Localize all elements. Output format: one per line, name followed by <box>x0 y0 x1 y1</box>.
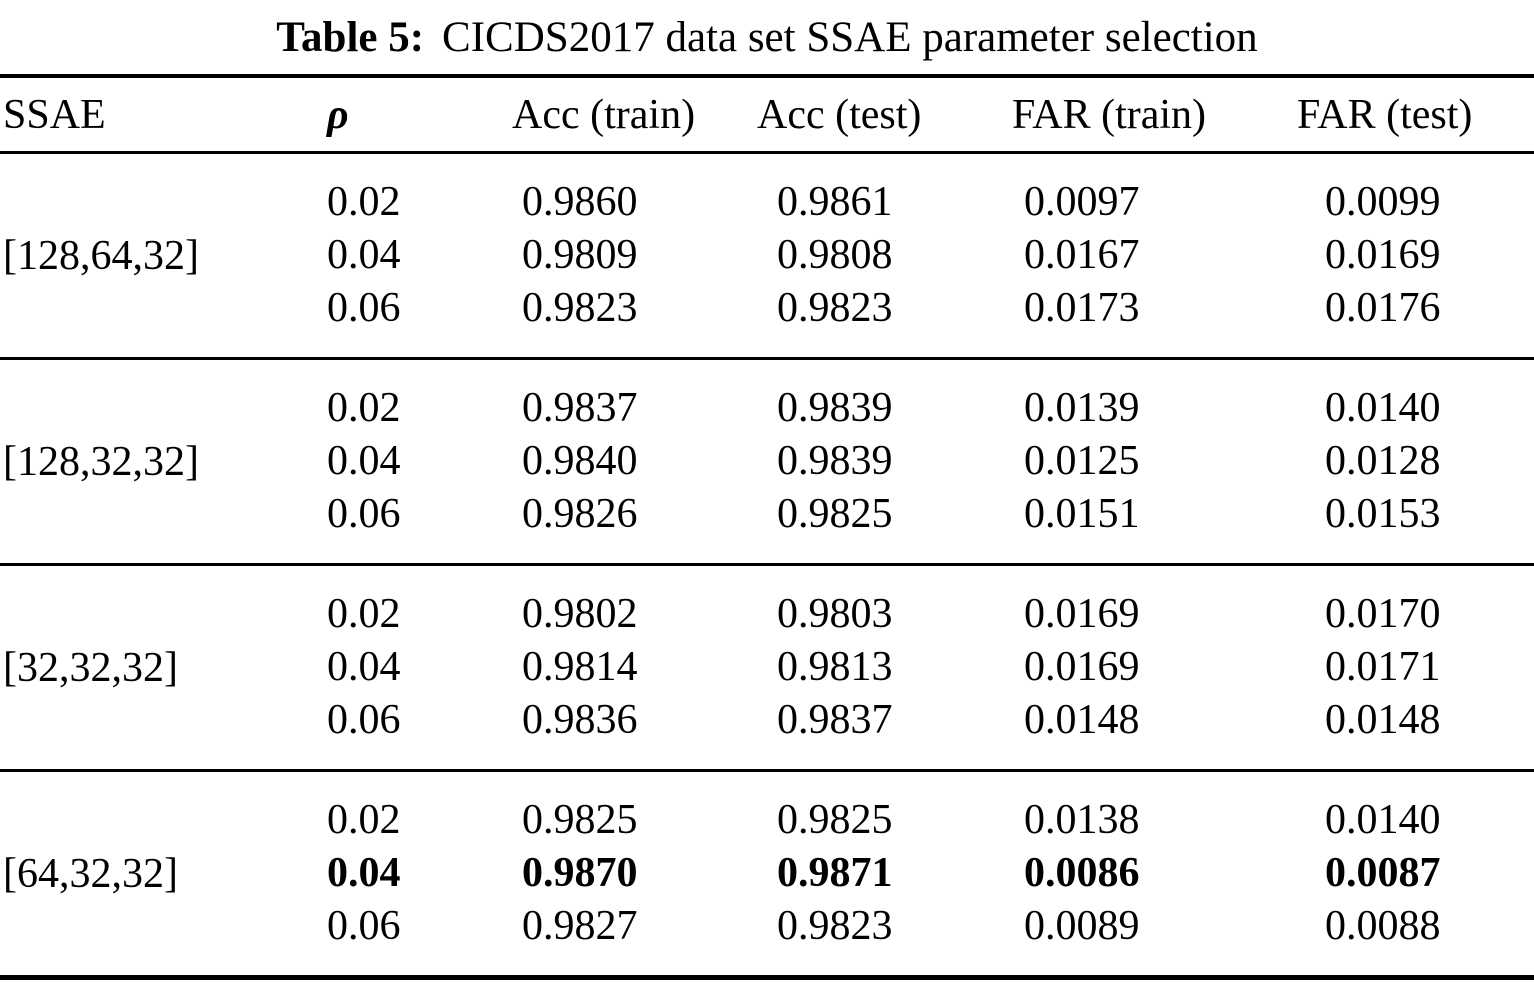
cell-acc-train: 0.9802 <box>522 591 638 637</box>
cell-far-train: 0.0097 <box>1024 179 1140 225</box>
ssae-architecture-label: [64,32,32] <box>3 850 178 897</box>
cell-rho: 0.02 <box>327 385 401 431</box>
cell-far-train: 0.0148 <box>1024 697 1140 743</box>
table-group-64-32-32: [64,32,32] 0.02 0.9825 0.9825 0.0138 0.0… <box>0 772 1534 975</box>
cell-acc-train: 0.9826 <box>522 491 638 537</box>
cell-acc-test: 0.9837 <box>777 697 893 743</box>
cell-far-test: 0.0170 <box>1325 591 1441 637</box>
cell-acc-test: 0.9861 <box>777 179 893 225</box>
table-header-row: SSAE ρ Acc (train) Acc (test) FAR (train… <box>0 78 1534 151</box>
table-top-rule <box>0 74 1534 78</box>
cell-acc-train: 0.9860 <box>522 179 638 225</box>
cell-acc-train: 0.9814 <box>522 644 638 690</box>
cell-far-test: 0.0169 <box>1325 232 1441 278</box>
cell-acc-train: 0.9840 <box>522 438 638 484</box>
table-group-32-32-32: [32,32,32] 0.02 0.9802 0.9803 0.0169 0.0… <box>0 566 1534 769</box>
cell-rho: 0.06 <box>327 697 401 743</box>
group-separator-rule <box>0 769 1534 772</box>
table-caption-label: Table 5: <box>276 13 425 61</box>
table-group-128-64-32: [128,64,32] 0.02 0.9860 0.9861 0.0097 0.… <box>0 154 1534 357</box>
cell-far-test-best: 0.0087 <box>1325 850 1441 896</box>
column-header-far-train: FAR (train) <box>1012 91 1207 138</box>
cell-acc-test: 0.9825 <box>777 491 893 537</box>
cell-acc-train: 0.9809 <box>522 232 638 278</box>
cell-acc-test: 0.9813 <box>777 644 893 690</box>
cell-rho: 0.04 <box>327 644 401 690</box>
cell-rho: 0.02 <box>327 797 401 843</box>
cell-rho-best: 0.04 <box>327 850 401 896</box>
table-bottom-rule <box>0 975 1534 980</box>
cell-acc-test: 0.9823 <box>777 285 893 331</box>
cell-rho: 0.06 <box>327 903 401 949</box>
cell-rho: 0.04 <box>327 232 401 278</box>
cell-far-test: 0.0148 <box>1325 697 1441 743</box>
cell-rho: 0.06 <box>327 285 401 331</box>
cell-far-test: 0.0171 <box>1325 644 1441 690</box>
column-header-ssae: SSAE <box>3 91 106 138</box>
cell-acc-test: 0.9808 <box>777 232 893 278</box>
cell-far-train: 0.0167 <box>1024 232 1140 278</box>
ssae-architecture-label: [128,32,32] <box>3 438 199 485</box>
cell-acc-train: 0.9836 <box>522 697 638 743</box>
cell-far-test: 0.0140 <box>1325 385 1441 431</box>
cell-acc-test: 0.9823 <box>777 903 893 949</box>
ssae-architecture-label: [128,64,32] <box>3 232 199 279</box>
table-caption-text: CICDS2017 data set SSAE parameter select… <box>442 13 1258 61</box>
cell-acc-test: 0.9803 <box>777 591 893 637</box>
cell-far-test: 0.0128 <box>1325 438 1441 484</box>
cell-far-test: 0.0140 <box>1325 797 1441 843</box>
cell-rho: 0.02 <box>327 591 401 637</box>
cell-far-train-best: 0.0086 <box>1024 850 1140 896</box>
cell-far-train: 0.0089 <box>1024 903 1140 949</box>
table-caption: Table 5: CICDS2017 data set SSAE paramet… <box>0 0 1534 74</box>
cell-far-train: 0.0139 <box>1024 385 1140 431</box>
cell-acc-train: 0.9823 <box>522 285 638 331</box>
column-header-rho: ρ <box>327 91 349 138</box>
cell-rho: 0.02 <box>327 179 401 225</box>
column-header-far-test: FAR (test) <box>1297 91 1473 138</box>
cell-far-test: 0.0088 <box>1325 903 1441 949</box>
cell-acc-test: 0.9839 <box>777 385 893 431</box>
cell-acc-train-best: 0.9870 <box>522 850 638 896</box>
cell-far-train: 0.0151 <box>1024 491 1140 537</box>
group-separator-rule <box>0 357 1534 360</box>
cell-far-train: 0.0125 <box>1024 438 1140 484</box>
table-group-128-32-32: [128,32,32] 0.02 0.9837 0.9839 0.0139 0.… <box>0 360 1534 563</box>
cell-far-train: 0.0169 <box>1024 644 1140 690</box>
cell-acc-test: 0.9839 <box>777 438 893 484</box>
cell-acc-train: 0.9837 <box>522 385 638 431</box>
cell-far-train: 0.0138 <box>1024 797 1140 843</box>
cell-acc-test-best: 0.9871 <box>777 850 893 896</box>
cell-far-test: 0.0176 <box>1325 285 1441 331</box>
cell-acc-train: 0.9827 <box>522 903 638 949</box>
cell-far-test: 0.0153 <box>1325 491 1441 537</box>
cell-far-train: 0.0169 <box>1024 591 1140 637</box>
cell-acc-train: 0.9825 <box>522 797 638 843</box>
cell-far-train: 0.0173 <box>1024 285 1140 331</box>
cell-rho: 0.06 <box>327 491 401 537</box>
group-separator-rule <box>0 563 1534 566</box>
cell-rho: 0.04 <box>327 438 401 484</box>
ssae-architecture-label: [32,32,32] <box>3 644 178 691</box>
cell-far-test: 0.0099 <box>1325 179 1441 225</box>
column-header-acc-test: Acc (test) <box>757 91 922 138</box>
cell-acc-test: 0.9825 <box>777 797 893 843</box>
header-separator-rule <box>0 151 1534 154</box>
column-header-acc-train: Acc (train) <box>512 91 696 138</box>
